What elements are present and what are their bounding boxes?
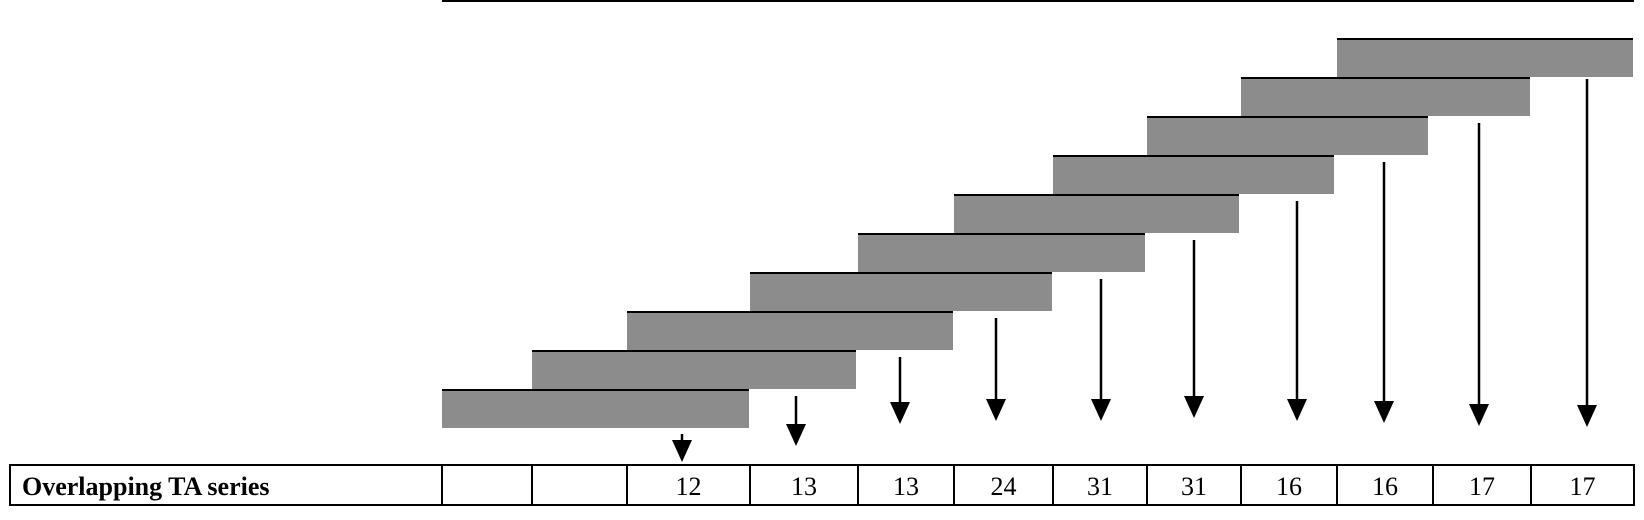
- arrow-8: [1374, 162, 1394, 423]
- arrow-head-6: [1184, 396, 1204, 418]
- table-cell-9: 16: [1276, 472, 1302, 501]
- arrow-1: [672, 434, 692, 462]
- table-cells: 12 13 13 24 31 31 16 16 17 17: [676, 472, 1596, 501]
- row-label: Overlapping TA series: [22, 472, 270, 501]
- bar-4: [750, 273, 1052, 311]
- table-cell-5: 13: [893, 472, 919, 501]
- bar-10: [1337, 39, 1633, 77]
- bar-1: [442, 390, 749, 428]
- arrow-9: [1469, 123, 1489, 426]
- bar-6: [954, 195, 1239, 233]
- bar-2: [532, 351, 856, 389]
- arrow-head-7: [1287, 399, 1307, 421]
- arrow-head-10: [1577, 405, 1597, 427]
- arrow-head-5: [1091, 399, 1111, 421]
- table-cell-11: 17: [1469, 472, 1495, 501]
- arrow-4: [986, 318, 1006, 421]
- arrow-6: [1184, 240, 1204, 418]
- arrow-head-9: [1469, 404, 1489, 426]
- table-cell-3: 12: [676, 472, 702, 501]
- arrow-2: [786, 396, 806, 446]
- staircase-bars: [442, 38, 1633, 428]
- arrow-7: [1287, 201, 1307, 421]
- bar-7: [1053, 156, 1334, 194]
- table-cell-6: 24: [991, 472, 1017, 501]
- bar-5: [858, 234, 1145, 272]
- table-column-lines: [441, 465, 1532, 505]
- bar-8: [1147, 117, 1428, 155]
- arrow-5: [1091, 279, 1111, 421]
- bar-3: [627, 312, 953, 350]
- table-cell-7: 31: [1087, 472, 1113, 501]
- arrow-head-2: [786, 424, 806, 446]
- table-cell-12: 17: [1570, 472, 1596, 501]
- arrow-head-3: [890, 402, 910, 424]
- series-table: Overlapping TA series 12 13 13 24 31 31 16 16 17…: [9, 464, 1635, 506]
- arrow-10: [1577, 79, 1597, 427]
- table-cell-8: 31: [1181, 472, 1207, 501]
- arrow-3: [890, 357, 910, 424]
- table-cell-4: 13: [791, 472, 817, 501]
- arrow-head-1: [672, 440, 692, 462]
- arrow-head-8: [1374, 401, 1394, 423]
- table-cell-10: 16: [1372, 472, 1398, 501]
- arrows: [672, 79, 1597, 462]
- table-border: [9, 464, 1635, 506]
- bar-9: [1241, 78, 1530, 116]
- arrow-head-4: [986, 399, 1006, 421]
